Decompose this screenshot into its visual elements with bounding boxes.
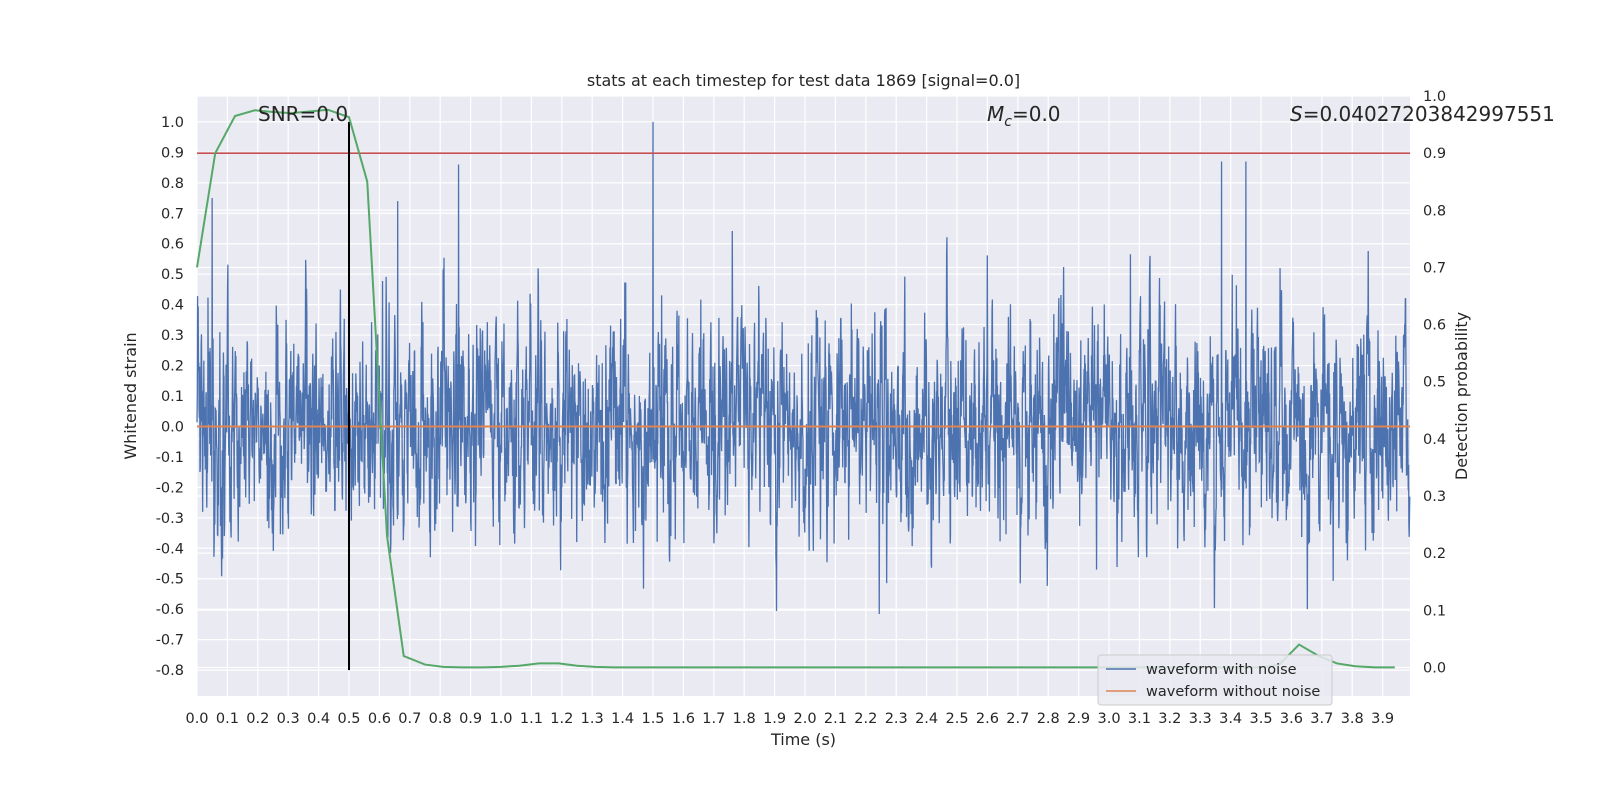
x-tick-label: 3.7 bbox=[1310, 711, 1333, 727]
x-tick-label: 3.9 bbox=[1371, 711, 1394, 727]
x-tick-label: 2.7 bbox=[1006, 711, 1029, 727]
mc-symbol: M bbox=[987, 102, 1004, 126]
y2-tick-label: 0.1 bbox=[1423, 603, 1446, 619]
y-tick-label: -0.8 bbox=[156, 663, 184, 679]
y-axis-label: Whitened strain bbox=[121, 332, 140, 459]
x-tick-label: 2.3 bbox=[885, 711, 908, 727]
x-tick-label: 1.9 bbox=[763, 711, 786, 727]
x-axis-label: Time (s) bbox=[770, 730, 836, 749]
y2-tick-label: 0.9 bbox=[1423, 146, 1446, 162]
x-tick-label: 0.3 bbox=[277, 711, 300, 727]
noise-waveform-line bbox=[196, 121, 1411, 615]
x-tick-label: 1.6 bbox=[672, 711, 695, 727]
mc-subscript: c bbox=[1004, 114, 1012, 130]
x-tick-label: 0.1 bbox=[216, 711, 239, 727]
x-tick-label: 2.4 bbox=[915, 711, 938, 727]
waveform-with-noise-series bbox=[196, 121, 1411, 615]
y-tick-label: -0.1 bbox=[156, 450, 184, 466]
x-tick-label: 1.4 bbox=[611, 711, 634, 727]
y-tick-label: 0.0 bbox=[161, 419, 184, 435]
x-tick-label: 0.0 bbox=[185, 711, 208, 727]
x-tick-label: 3.5 bbox=[1250, 711, 1273, 727]
x-tick-label: 3.4 bbox=[1219, 711, 1242, 727]
mc-annotation: Mc=0.0 bbox=[987, 102, 1061, 130]
x-tick-label: 1.5 bbox=[641, 711, 664, 727]
x-tick-label: 3.3 bbox=[1189, 711, 1212, 727]
x-tick-label: 2.0 bbox=[793, 711, 816, 727]
x-tick-label: 0.9 bbox=[459, 711, 482, 727]
y-axis-ticks: 1.0 0.9 0.8 0.7 0.6 0.5 0.4 0.3 0.2 0.1 0.0 -0.1 -0.… bbox=[156, 115, 184, 679]
y-tick-label: 0.9 bbox=[161, 145, 184, 161]
x-tick-label: 0.7 bbox=[398, 711, 421, 727]
y2-tick-label: 0.2 bbox=[1423, 546, 1446, 562]
y-tick-label: -0.7 bbox=[156, 633, 184, 649]
x-axis-ticks: 0.0 0.1 0.2 0.3 0.4 0.5 0.6 0.7 0.8 0.9 1.0 1.1 1.2 1… bbox=[185, 711, 1394, 727]
x-tick-label: 1.0 bbox=[489, 711, 512, 727]
y2-tick-label: 0.6 bbox=[1423, 318, 1446, 334]
y-tick-label: 0.7 bbox=[161, 206, 184, 222]
x-tick-label: 2.6 bbox=[976, 711, 999, 727]
x-tick-label: 2.8 bbox=[1037, 711, 1060, 727]
y2-tick-label: 1.0 bbox=[1423, 89, 1446, 105]
y-tick-label: -0.2 bbox=[156, 480, 184, 496]
s-value: =0.04027203842997551 bbox=[1303, 102, 1555, 126]
x-tick-label: 2.9 bbox=[1067, 711, 1090, 727]
legend-box bbox=[1097, 654, 1333, 706]
x-tick-label: 1.3 bbox=[581, 711, 604, 727]
y2-axis-ticks: 1.0 0.9 0.8 0.7 0.6 0.5 0.4 0.3 0.2 0.1 0.0 bbox=[1423, 89, 1446, 676]
y2-tick-label: 0.7 bbox=[1423, 260, 1446, 276]
y2-tick-label: 0.0 bbox=[1423, 660, 1446, 676]
x-tick-label: 2.1 bbox=[824, 711, 847, 727]
mc-value: =0.0 bbox=[1012, 102, 1061, 126]
x-tick-label: 0.8 bbox=[429, 711, 452, 727]
y-tick-label: 0.1 bbox=[161, 389, 184, 405]
x-tick-label: 2.5 bbox=[945, 711, 968, 727]
s-symbol: S bbox=[1290, 102, 1303, 126]
snr-annotation: SNR=0.0 bbox=[258, 102, 348, 126]
x-tick-label: 1.8 bbox=[733, 711, 756, 727]
x-tick-label: 3.8 bbox=[1341, 711, 1364, 727]
y-tick-label: 1.0 bbox=[161, 115, 184, 131]
x-tick-label: 3.1 bbox=[1128, 711, 1151, 727]
x-tick-label: 1.7 bbox=[702, 711, 725, 727]
x-tick-label: 1.1 bbox=[520, 711, 543, 727]
y2-axis-label: Detection probability bbox=[1452, 312, 1471, 480]
y2-tick-label: 0.4 bbox=[1423, 432, 1446, 448]
legend-label: waveform with noise bbox=[1146, 662, 1297, 678]
y-tick-label: 0.5 bbox=[161, 267, 184, 283]
x-tick-label: 3.0 bbox=[1097, 711, 1120, 727]
y-tick-label: -0.5 bbox=[156, 572, 184, 588]
x-tick-label: 3.2 bbox=[1158, 711, 1181, 727]
grid bbox=[196, 95, 1410, 696]
y2-tick-label: 0.8 bbox=[1423, 203, 1446, 219]
y2-tick-label: 0.3 bbox=[1423, 489, 1446, 505]
x-tick-label: 0.5 bbox=[337, 711, 360, 727]
y-tick-label: -0.4 bbox=[156, 541, 184, 557]
legend-label: waveform without noise bbox=[1146, 684, 1320, 700]
y-tick-label: 0.8 bbox=[161, 176, 184, 192]
legend: waveform with noise waveform without nois… bbox=[1097, 654, 1333, 706]
y-tick-label: 0.3 bbox=[161, 328, 184, 344]
y2-tick-label: 0.5 bbox=[1423, 375, 1446, 391]
chart-title: stats at each timestep for test data 186… bbox=[587, 71, 1020, 90]
x-tick-label: 0.6 bbox=[368, 711, 391, 727]
x-tick-label: 3.6 bbox=[1280, 711, 1303, 727]
x-tick-label: 2.2 bbox=[854, 711, 877, 727]
x-tick-label: 1.2 bbox=[550, 711, 573, 727]
y-tick-label: -0.6 bbox=[156, 602, 184, 618]
y-tick-label: -0.3 bbox=[156, 511, 184, 527]
y-tick-label: 0.6 bbox=[161, 237, 184, 253]
x-tick-label: 0.4 bbox=[307, 711, 330, 727]
y-tick-label: 0.2 bbox=[161, 359, 184, 375]
y-tick-label: 0.4 bbox=[161, 298, 184, 314]
s-annotation: S=0.04027203842997551 bbox=[1290, 102, 1555, 126]
x-tick-label: 0.2 bbox=[246, 711, 269, 727]
